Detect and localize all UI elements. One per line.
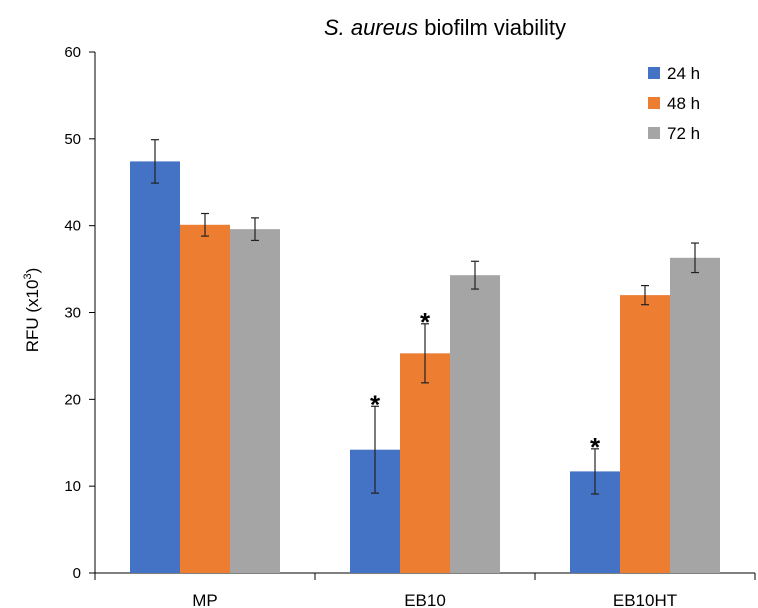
significance-marker: * (370, 389, 381, 419)
legend-swatch (648, 67, 660, 79)
legend-label: 24 h (667, 64, 700, 83)
bar (670, 257, 720, 573)
y-tick-label: 10 (64, 478, 81, 495)
y-tick-label: 30 (64, 305, 81, 322)
bar (620, 295, 670, 573)
chart-title-rest: biofilm viability (418, 15, 566, 40)
x-tick-label: EB10 (404, 591, 446, 608)
bar (180, 224, 230, 573)
bar (450, 275, 500, 573)
y-axis-label-main: RFU (x10 (23, 280, 42, 353)
x-axis: MP EB10 EB10HT (94, 572, 756, 608)
y-tick-label: 40 (64, 218, 81, 235)
bar (130, 161, 180, 573)
legend-label: 48 h (667, 94, 700, 113)
significance-marker: * (590, 432, 601, 462)
x-tick-label: MP (192, 591, 218, 608)
y-tick-label: 0 (73, 565, 81, 582)
bar (400, 353, 450, 573)
chart-title-italic: S. aureus (324, 15, 418, 40)
y-axis-label-superscript: 3 (22, 273, 34, 279)
y-axis-label-end: ) (23, 268, 42, 274)
x-tick-label: EB10HT (613, 591, 677, 608)
y-tick-label: 20 (64, 391, 81, 408)
bars-group (130, 161, 720, 573)
legend-label: 72 h (667, 124, 700, 143)
significance-markers-group: * * * (370, 307, 601, 462)
y-axis: 0 10 20 30 40 50 60 (64, 44, 96, 582)
chart-title: S. aureus biofilm viability (324, 15, 566, 40)
y-axis-label: RFU (x103) (22, 268, 42, 353)
y-tick-label: 60 (64, 44, 81, 61)
error-bars-group (151, 139, 699, 495)
significance-marker: * (420, 307, 431, 337)
legend-swatch (648, 97, 660, 109)
y-tick-label: 50 (64, 131, 81, 148)
legend-swatch (648, 127, 660, 139)
legend: 24 h 48 h 72 h (648, 64, 700, 143)
bar (230, 229, 280, 573)
